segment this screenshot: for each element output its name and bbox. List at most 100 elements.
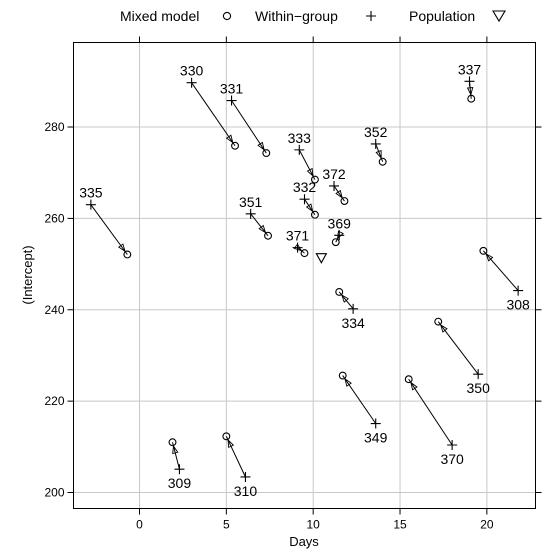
subject-arrowhead-333 [306, 167, 314, 178]
subject-arrowhead-372 [335, 189, 343, 199]
subject-arrowhead-370 [410, 381, 418, 391]
subject-arrowhead-351 [258, 224, 267, 234]
x-tick-label: 10 [307, 518, 321, 532]
subject-label-332: 332 [293, 179, 317, 195]
subject-label-308: 308 [506, 297, 530, 313]
subject-labels: 330 331 333 352 337 372 332 335 351 369 371 308 334 3… [79, 61, 530, 499]
within-group-point-372 [329, 180, 340, 191]
subject-segment-310 [225, 436, 246, 478]
subject-arrowhead-330 [225, 134, 234, 144]
mixed-model-point-371 [300, 249, 309, 258]
within-group-point-309 [174, 464, 185, 475]
legend-symbol-plus [366, 11, 376, 21]
within-group-point-333 [294, 144, 305, 155]
within-group-point-330 [186, 77, 197, 88]
within-group-point-369 [334, 230, 345, 241]
within-group-point-370 [447, 439, 458, 450]
subject-label-331: 331 [220, 81, 244, 97]
subject-label-349: 349 [364, 430, 388, 446]
plot-frame [73, 42, 536, 509]
mixed-model-point-369 [331, 238, 340, 247]
x-tick-label: 0 [136, 518, 143, 532]
subject-label-309: 309 [168, 475, 192, 491]
within-group-point-335 [85, 199, 96, 210]
subject-label-335: 335 [79, 185, 103, 201]
subject-segment-333 [298, 149, 316, 180]
mixed-model-point-372 [340, 197, 349, 205]
mixed-model-point-331 [262, 149, 271, 158]
y-tick-label: 240 [44, 303, 64, 317]
subject-label-370: 370 [440, 451, 464, 467]
subject-arrowhead-331 [257, 141, 265, 151]
subject-arrowhead-337 [466, 86, 474, 97]
legend-label-mixed-model: Mixed model [120, 8, 199, 24]
legend-symbol-circle [222, 11, 232, 21]
mixed-model-point-308 [479, 246, 488, 255]
subject-arrowhead-309 [172, 444, 179, 455]
within-group-point-331 [226, 95, 237, 106]
mixed-model-point-335 [123, 250, 132, 259]
subject-arrowhead-349 [344, 377, 352, 387]
x-tick-label: 5 [223, 518, 230, 532]
subject-segment-330 [191, 82, 236, 147]
subject-segment-335 [90, 204, 128, 255]
subject-arrowhead-350 [439, 323, 448, 333]
legend-label-within-group: Within−group [255, 8, 338, 24]
subject-label-330: 330 [180, 63, 204, 79]
within-group-point-334 [348, 303, 359, 314]
legend-symbol-triangle-down [492, 10, 506, 23]
within-group-point-352 [370, 138, 381, 149]
legend: Mixed model Within−group Population [120, 8, 506, 24]
subject-label-352: 352 [364, 124, 388, 140]
axes: 0 5 10 15 20 200 220 240 260 280 [44, 36, 542, 532]
within-group-point-308 [513, 285, 524, 296]
subject-arrowhead-335 [117, 243, 126, 253]
mixed-model-point-309 [168, 438, 177, 447]
subject-segment-349 [342, 375, 377, 424]
mixed-model-point-310 [222, 432, 231, 441]
mixed-model-point-352 [378, 157, 387, 166]
mixed-model-point-370 [404, 375, 413, 384]
x-tick-label: 15 [393, 518, 407, 532]
within-group-point-349 [370, 418, 381, 429]
mixed-model-point-330 [231, 141, 239, 150]
within-group-point-371 [292, 242, 303, 253]
within-group-point-350 [473, 369, 484, 380]
mixed-model-point-333 [310, 175, 319, 184]
y-tick-label: 280 [44, 120, 64, 134]
within-group-point-351 [245, 208, 256, 219]
y-tick-label: 200 [44, 486, 64, 500]
subject-segment-331 [231, 100, 267, 154]
subject-arrowhead-332 [305, 203, 314, 213]
mixed-model-point-350 [434, 317, 443, 326]
mixed-model-point-337 [467, 94, 476, 103]
subject-label-350: 350 [467, 380, 491, 396]
mixed-model-point-349 [338, 371, 347, 380]
subject-arrowhead-310 [227, 438, 235, 449]
subject-label-310: 310 [234, 483, 258, 499]
legend-label-population: Population [409, 8, 475, 24]
mixed-model-point-334 [335, 287, 344, 296]
subject-arrowhead-334 [340, 294, 350, 303]
population-point [315, 253, 328, 264]
subject-segment-308 [483, 250, 519, 291]
x-axis-title: Days [289, 534, 319, 549]
within-group-point-337 [464, 76, 475, 87]
subject-label-334: 334 [341, 315, 365, 331]
mixed-model-point-351 [264, 231, 272, 240]
within-group-point-310 [240, 471, 251, 482]
subject-label-372: 372 [322, 166, 346, 182]
mixed-model-point-332 [310, 210, 319, 219]
y-axis-title: (Intercept) [20, 245, 35, 304]
subject-label-333: 333 [288, 130, 312, 146]
subject-arrowhead-308 [485, 252, 494, 262]
subject-markers [85, 76, 524, 482]
subject-arrowhead-352 [375, 149, 382, 160]
subject-label-371: 371 [286, 228, 310, 244]
subject-label-369: 369 [328, 215, 352, 231]
subject-label-337: 337 [458, 61, 482, 77]
subject-label-351: 351 [239, 194, 263, 210]
subject-segment-370 [408, 378, 453, 446]
y-tick-label: 220 [44, 394, 64, 408]
